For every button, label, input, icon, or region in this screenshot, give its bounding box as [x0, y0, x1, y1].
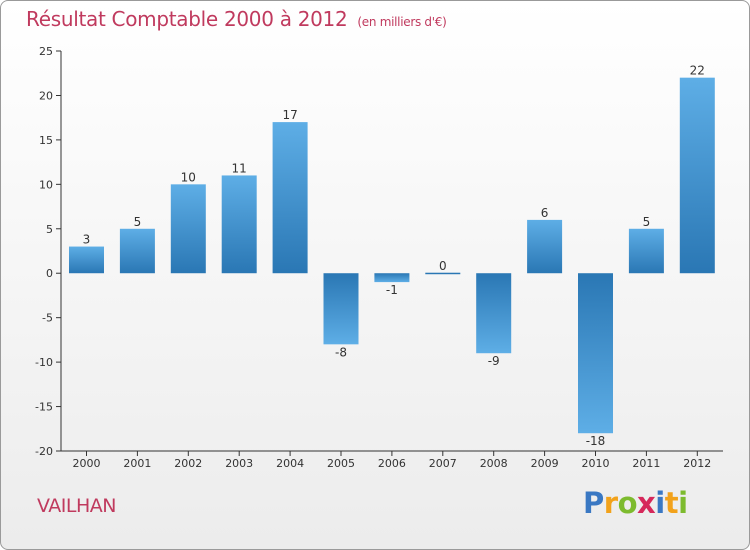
data-label: 22: [690, 64, 705, 78]
bar[interactable]: [527, 219, 563, 274]
logo-letter: P: [583, 486, 604, 520]
x-tick-label: 2009: [531, 457, 559, 470]
logo-letter: i: [655, 486, 665, 520]
x-tick-label: 2008: [480, 457, 508, 470]
logo-letter: x: [637, 486, 656, 520]
x-tick-label: 2002: [174, 457, 202, 470]
chart-title: Résultat Comptable 2000 à 2012 (en millie…: [26, 7, 447, 31]
commune-name: VAILHAN: [37, 495, 116, 517]
bar[interactable]: [119, 228, 155, 274]
bar[interactable]: [476, 273, 512, 354]
y-tick-label: -15: [35, 401, 53, 414]
y-tick-label: 20: [39, 89, 53, 102]
data-label: 17: [282, 108, 297, 122]
y-tick-label: 15: [39, 134, 53, 147]
bar[interactable]: [170, 184, 206, 274]
data-label: 5: [643, 215, 651, 229]
data-labels: 3 5 10 11 17 -8 -1 0 -9 6 -18 5 22: [83, 64, 705, 449]
bar[interactable]: [628, 228, 664, 274]
data-label: 3: [83, 233, 91, 247]
data-label: -1: [386, 283, 398, 297]
x-tick-label: 2004: [276, 457, 304, 470]
data-label: 11: [232, 161, 247, 175]
x-tick-label: 2001: [123, 457, 151, 470]
bar[interactable]: [374, 273, 410, 283]
y-tick-label: -10: [35, 356, 53, 369]
proxiti-logo[interactable]: Proxiti: [583, 486, 688, 520]
x-tick-label: 2007: [429, 457, 457, 470]
data-label: -8: [335, 345, 347, 359]
logo-letter: t: [664, 486, 679, 520]
logo-letter: r: [603, 486, 618, 520]
bar[interactable]: [679, 77, 715, 274]
data-label: 6: [541, 206, 549, 220]
chart-unit: (en milliers d'€): [357, 15, 447, 29]
data-label: -18: [586, 434, 606, 448]
x-tick-label: 2006: [378, 457, 406, 470]
x-tick-label: 2012: [683, 457, 711, 470]
y-tick-label: -20: [35, 445, 53, 458]
data-label: 10: [181, 170, 196, 184]
y-tick-label: 10: [39, 178, 53, 191]
data-label: 5: [134, 215, 142, 229]
y-tick-label: -5: [42, 312, 53, 325]
bar[interactable]: [221, 175, 257, 274]
x-tick-label: 2005: [327, 457, 355, 470]
logo-letter: o: [617, 486, 638, 520]
x-tick-label: 2011: [632, 457, 660, 470]
chart-title-text: Résultat Comptable 2000 à 2012: [26, 7, 348, 31]
bar[interactable]: [578, 273, 613, 434]
bar[interactable]: [272, 122, 308, 274]
y-tick-label: 0: [46, 267, 53, 280]
bar[interactable]: [69, 246, 104, 274]
x-tick-label: 2010: [582, 457, 610, 470]
y-tick-label: 5: [46, 223, 53, 236]
x-tick-label: 2003: [225, 457, 253, 470]
y-tick-label: 25: [39, 45, 53, 58]
bar[interactable]: [323, 273, 359, 345]
bars: [69, 77, 715, 434]
data-label: 0: [439, 259, 447, 273]
x-tick-label: 2000: [73, 457, 101, 470]
bar[interactable]: [425, 272, 461, 275]
data-label: -9: [488, 354, 500, 368]
logo-letter: i: [678, 486, 688, 520]
